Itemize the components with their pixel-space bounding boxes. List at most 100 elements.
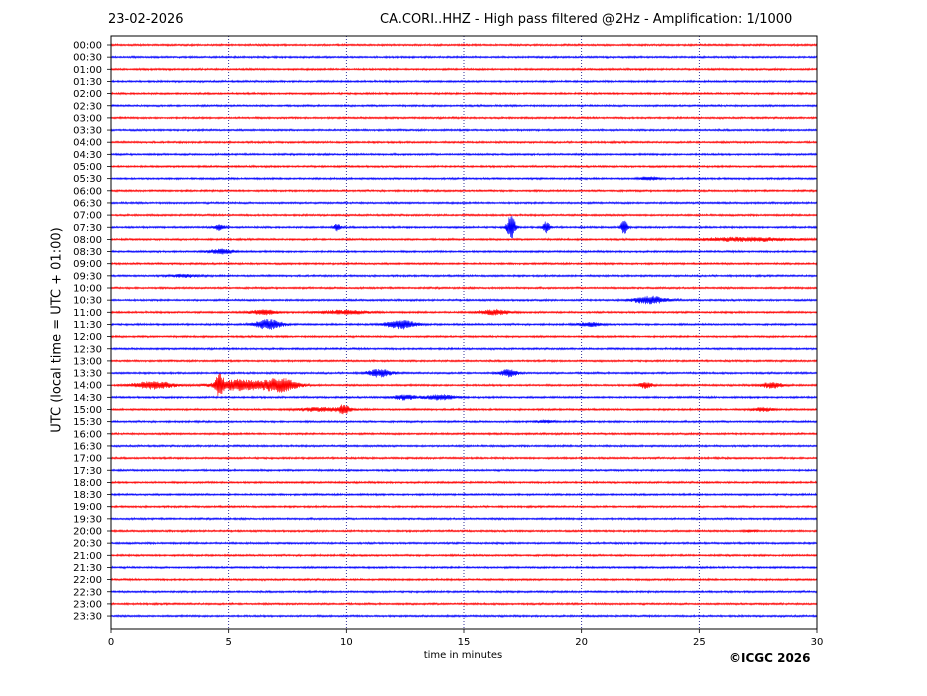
trace-row-0400 xyxy=(110,139,818,145)
y-tick-label: 06:00 xyxy=(73,186,102,197)
y-axis-label: UTC (local time = UTC + 01:00) xyxy=(49,227,65,433)
trace-row-0300 xyxy=(110,115,818,121)
y-tick-label: 04:00 xyxy=(73,138,102,149)
trace-row-0730 xyxy=(110,215,818,239)
trace-row-2330 xyxy=(110,613,818,619)
trace-row-1930 xyxy=(110,516,818,521)
y-tick-label: 13:00 xyxy=(73,356,102,367)
trace-row-2030 xyxy=(110,540,818,546)
trace-row-0830 xyxy=(110,248,818,255)
copyright-label: ©ICGC 2026 xyxy=(729,651,811,665)
x-tick-label: 5 xyxy=(225,637,231,648)
y-tick-label: 08:30 xyxy=(73,247,102,258)
y-tick-label: 23:30 xyxy=(73,612,102,623)
trace-row-0330 xyxy=(110,127,818,133)
y-tick-label: 23:00 xyxy=(73,599,102,610)
trace-row-2300 xyxy=(110,601,818,607)
trace-row-1830 xyxy=(110,492,818,497)
x-tick-label: 0 xyxy=(108,637,114,648)
y-tick-label: 15:00 xyxy=(73,405,102,416)
y-tick-label: 16:00 xyxy=(73,429,102,440)
y-tick-label: 21:00 xyxy=(73,551,102,562)
trace-row-1030 xyxy=(110,295,818,305)
x-tick-label: 15 xyxy=(458,637,471,648)
x-tick-label: 30 xyxy=(811,637,824,648)
y-tick-label: 00:30 xyxy=(73,53,102,64)
y-tick-label: 09:30 xyxy=(73,271,102,282)
date-label: 23-02-2026 xyxy=(108,12,184,27)
trace-row-2230 xyxy=(110,589,818,594)
plot-frame xyxy=(110,35,818,630)
trace-row-0100 xyxy=(110,67,818,72)
y-tick-label: 12:30 xyxy=(73,344,102,355)
y-tick-label: 14:30 xyxy=(73,393,102,404)
trace-row-0930 xyxy=(110,273,818,279)
trace-row-0800 xyxy=(110,236,818,243)
trace-row-1700 xyxy=(110,455,818,461)
chart-title: CA.CORI..HHZ - High pass filtered @2Hz -… xyxy=(380,12,793,27)
y-tick-label: 20:30 xyxy=(73,539,102,550)
trace-row-1900 xyxy=(110,504,818,509)
x-tick-label: 10 xyxy=(340,637,353,648)
y-tick-label: 11:00 xyxy=(73,308,102,319)
trace-row-0500 xyxy=(110,164,818,169)
y-tick-label: 02:00 xyxy=(73,89,102,100)
y-tick-label: 12:00 xyxy=(73,332,102,343)
y-tick-label: 06:30 xyxy=(73,198,102,209)
trace-row-0900 xyxy=(110,261,818,266)
trace-row-0000 xyxy=(110,42,818,48)
y-tick-label: 00:00 xyxy=(73,41,102,52)
y-tick-label: 19:00 xyxy=(73,502,102,513)
seismic-traces xyxy=(110,42,818,619)
trace-row-1230 xyxy=(110,346,818,352)
y-tick-label: 13:30 xyxy=(73,369,102,380)
y-tick-label: 18:00 xyxy=(73,478,102,489)
trace-row-1500 xyxy=(110,404,818,415)
y-tick-label: 18:30 xyxy=(73,490,102,501)
trace-row-1400 xyxy=(110,373,818,396)
y-tick-label: 22:30 xyxy=(73,587,102,598)
trace-row-0530 xyxy=(110,176,818,181)
trace-row-1530 xyxy=(110,419,818,424)
trace-row-0230 xyxy=(110,103,818,108)
trace-row-2130 xyxy=(110,565,818,570)
y-tick-label: 05:30 xyxy=(73,174,102,185)
y-tick-label: 11:30 xyxy=(73,320,102,331)
y-tick-label: 04:30 xyxy=(73,150,102,161)
x-tick-label: 20 xyxy=(575,637,588,648)
trace-row-1100 xyxy=(110,308,818,316)
y-tick-label: 17:00 xyxy=(73,454,102,465)
y-tick-label: 01:00 xyxy=(73,65,102,76)
trace-row-1130 xyxy=(110,319,818,330)
trace-row-1630 xyxy=(110,443,818,449)
x-axis-label: time in minutes xyxy=(423,650,503,661)
trace-row-1430 xyxy=(110,394,818,401)
x-tick-labels: 0 5 10 15 20 25 30 xyxy=(108,629,824,648)
y-tick-label: 22:00 xyxy=(73,575,102,586)
y-tick-label: 10:30 xyxy=(73,296,102,307)
y-tick-label: 03:00 xyxy=(73,113,102,124)
y-tick-label: 21:30 xyxy=(73,563,102,574)
trace-row-1330 xyxy=(110,368,818,378)
vertical-grid xyxy=(228,36,700,629)
y-tick-label: 07:00 xyxy=(73,211,102,222)
y-tick-label: 03:30 xyxy=(73,126,102,137)
y-tick-label: 07:30 xyxy=(73,223,102,234)
trace-row-0030 xyxy=(110,54,818,60)
trace-row-1200 xyxy=(110,334,818,339)
y-tick-label: 02:30 xyxy=(73,101,102,112)
trace-row-1730 xyxy=(110,468,818,473)
trace-row-0200 xyxy=(110,91,818,96)
y-tick-label: 19:30 xyxy=(73,514,102,525)
trace-row-1800 xyxy=(110,480,818,485)
trace-row-0600 xyxy=(110,188,818,194)
y-tick-label: 15:30 xyxy=(73,417,102,428)
trace-row-0630 xyxy=(110,200,818,206)
y-tick-label: 16:30 xyxy=(73,441,102,452)
trace-row-2000 xyxy=(110,528,818,534)
trace-row-0700 xyxy=(110,212,818,218)
trace-row-0430 xyxy=(110,152,818,157)
trace-row-1600 xyxy=(110,431,818,437)
y-tick-label: 01:30 xyxy=(73,77,102,88)
